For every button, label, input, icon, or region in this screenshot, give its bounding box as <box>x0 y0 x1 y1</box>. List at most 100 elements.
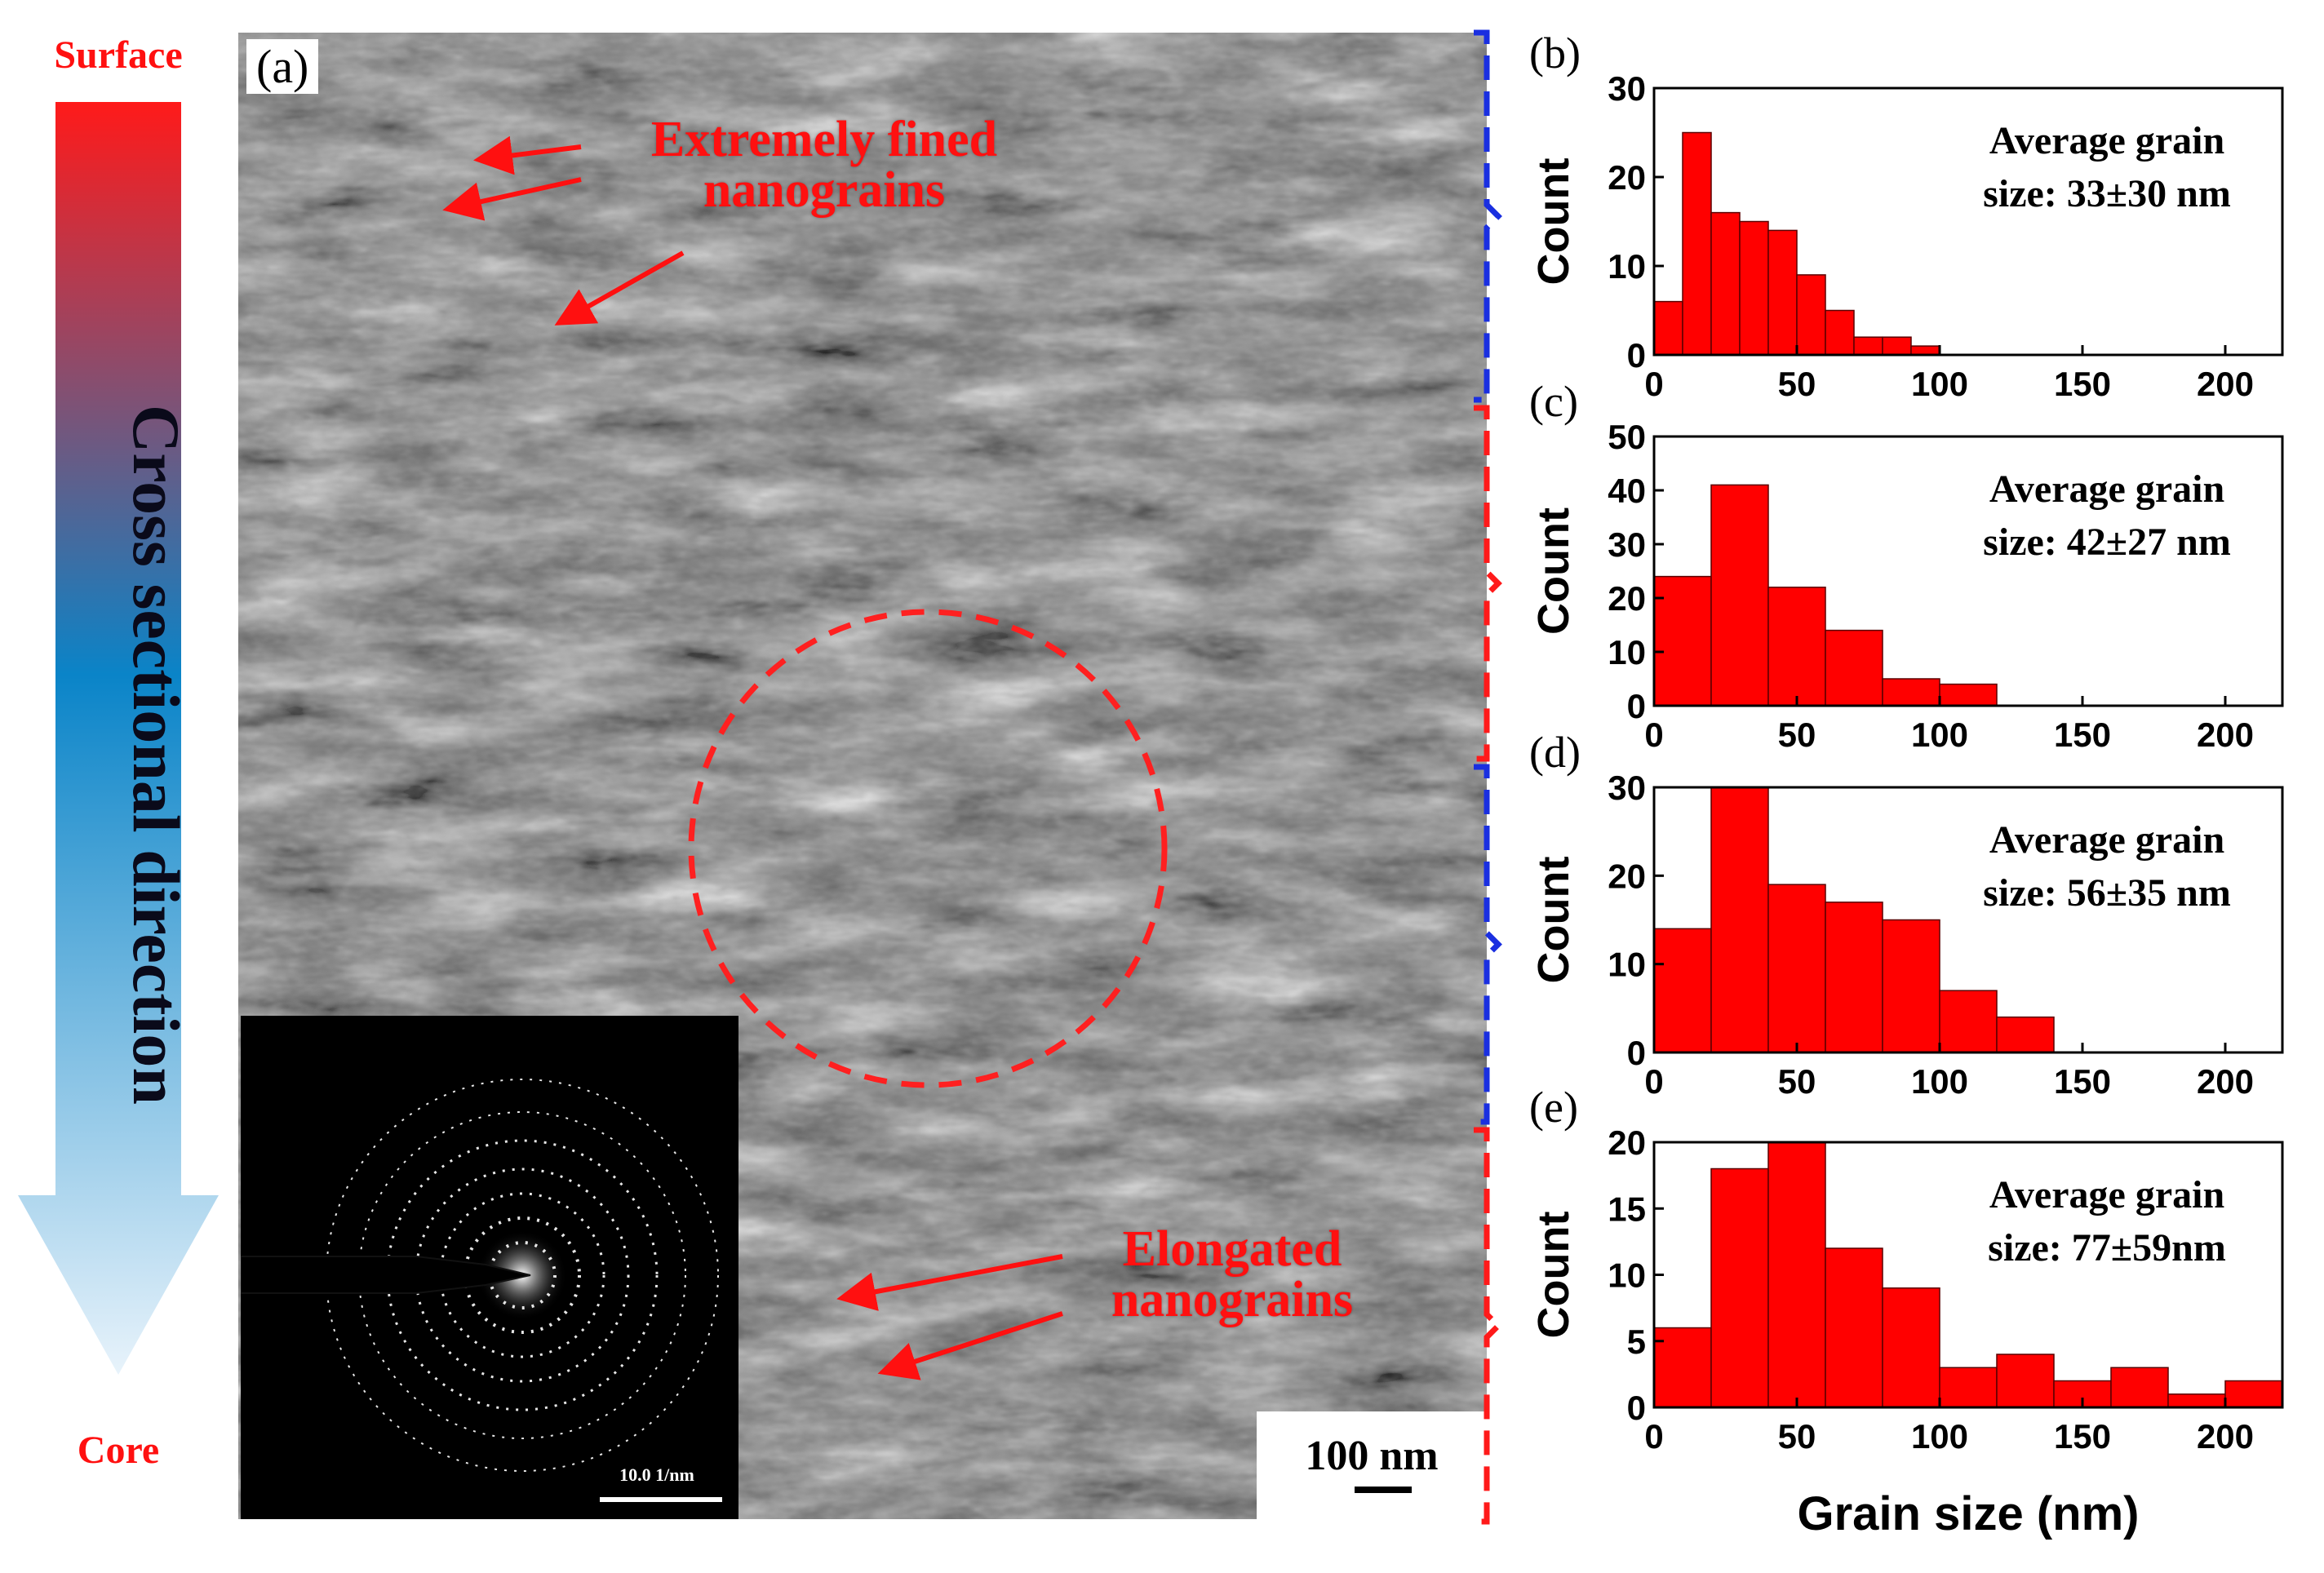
x-axis-label: Grain size (nm) <box>1798 1487 2140 1540</box>
y-tick-label: 0 <box>1627 1034 1646 1072</box>
annotation-elongated-nanograins: Elongated nanograins <box>1111 1221 1354 1327</box>
y-tick-label: 20 <box>1608 158 1646 197</box>
histogram-0: 0 10 20 30 0 50 100 150 200 Count (b) Average grain… <box>1529 29 2284 403</box>
histogram-bar <box>1767 1141 1826 1408</box>
y-tick-label: 30 <box>1608 525 1646 564</box>
average-grain-annotation-line2: size: 42±27 nm <box>1983 521 2231 564</box>
histogram-bar <box>1882 336 1912 356</box>
x-tick-label: 50 <box>1778 1062 1816 1101</box>
histogram-bar <box>1910 345 1940 356</box>
y-tick-label: 5 <box>1627 1323 1646 1361</box>
y-tick-label: 30 <box>1608 69 1646 108</box>
histogram-bar <box>1739 220 1769 356</box>
x-tick-label: 0 <box>1644 365 1663 403</box>
x-tick-label: 0 <box>1644 716 1663 754</box>
histogram-bar <box>1767 587 1826 707</box>
histogram-bar <box>1882 678 1940 707</box>
histogram-bar <box>1653 928 1712 1053</box>
average-grain-annotation-line1: Average grain <box>1989 119 2224 162</box>
histogram-bar <box>2224 1380 2283 1408</box>
histogram-bar <box>1796 274 1826 356</box>
depth-bracket <box>1474 405 1502 762</box>
histogram-bar <box>1825 902 1883 1053</box>
saed-scale-bar <box>600 1497 722 1502</box>
depth-brackets <box>1474 29 1502 1525</box>
y-tick-label: 10 <box>1608 247 1646 286</box>
scale-bar-box <box>1257 1411 1487 1519</box>
x-tick-label: 50 <box>1778 1417 1816 1456</box>
histogram-1: 0 10 20 30 40 50 0 50 100 150 200 Count (c) Average g… <box>1529 377 2284 754</box>
y-tick-label: 30 <box>1608 769 1646 807</box>
x-tick-label: 50 <box>1778 365 1816 403</box>
y-tick-label: 10 <box>1608 633 1646 671</box>
y-tick-label: 20 <box>1608 579 1646 618</box>
x-tick-label: 100 <box>1911 365 1968 403</box>
region-circle <box>688 609 1168 1088</box>
y-tick-label: 15 <box>1608 1190 1646 1228</box>
histogram-bar <box>1853 336 1883 356</box>
core-label: Core <box>77 1429 160 1472</box>
average-grain-annotation-line1: Average grain <box>1989 1173 2224 1216</box>
y-tick-label: 0 <box>1627 336 1646 374</box>
histogram-bar <box>1767 884 1826 1053</box>
y-tick-label: 20 <box>1608 1123 1646 1162</box>
y-axis-label: Count <box>1529 1212 1578 1339</box>
average-grain-annotation-line2: size: 33±30 nm <box>1983 172 2231 215</box>
histogram-bar <box>1825 629 1883 707</box>
average-grain-annotation-line2: size: 77±59nm <box>1988 1226 2226 1269</box>
y-tick-label: 0 <box>1627 687 1646 725</box>
x-tick-label: 150 <box>2054 365 2111 403</box>
histogram-bar <box>1710 1168 1769 1408</box>
x-tick-label: 200 <box>2197 1062 2254 1101</box>
y-tick-label: 50 <box>1608 418 1646 456</box>
panel-label: (d) <box>1529 728 1581 777</box>
y-axis-label: Count <box>1529 857 1578 984</box>
direction-label: Cross sectional direction <box>119 405 193 1105</box>
histogram-bar <box>1882 919 1940 1053</box>
x-tick-label: 100 <box>1911 1062 1968 1101</box>
y-tick-label: 10 <box>1608 946 1646 984</box>
average-grain-annotation-line1: Average grain <box>1989 818 2224 862</box>
saed-scale-label: 10.0 1/nm <box>619 1464 694 1485</box>
x-tick-label: 100 <box>1911 1417 1968 1456</box>
x-tick-label: 200 <box>2197 365 2254 403</box>
depth-bracket <box>1474 1127 1502 1525</box>
histogram-bar <box>1939 683 1998 707</box>
saed-pattern-inset <box>241 1016 738 1519</box>
y-axis-label: Count <box>1529 158 1578 286</box>
histogram-bar <box>1996 1354 2055 1408</box>
average-grain-annotation-line1: Average grain <box>1989 467 2224 511</box>
scale-bar-label: 100 nm <box>1305 1433 1439 1479</box>
x-tick-label: 50 <box>1778 716 1816 754</box>
x-tick-label: 100 <box>1911 716 1968 754</box>
histogram-bar <box>1825 309 1855 356</box>
x-tick-label: 200 <box>2197 716 2254 754</box>
depth-bracket <box>1474 29 1502 403</box>
histogram-bar <box>1996 1016 2055 1053</box>
gradient-arrow-icon <box>18 102 219 1375</box>
plot-frame <box>1652 786 2284 1054</box>
histogram-bar <box>2110 1367 2169 1408</box>
x-tick-label: 150 <box>2054 1417 2111 1456</box>
panel-label: (c) <box>1529 377 1578 426</box>
histogram-bar <box>2167 1394 2226 1408</box>
histogram-bar <box>1939 1367 1998 1408</box>
surface-label: Surface <box>54 33 183 77</box>
histogram-bar <box>1710 484 1769 707</box>
x-tick-label: 150 <box>2054 716 2111 754</box>
y-axis-label: Count <box>1529 507 1578 635</box>
y-tick-label: 20 <box>1608 857 1646 895</box>
y-tick-label: 40 <box>1608 472 1646 510</box>
histogram-2: 0 10 20 30 0 50 100 150 200 Count (d) Average grain… <box>1529 728 2284 1101</box>
histogram-bar <box>1882 1287 1940 1408</box>
x-tick-label: 0 <box>1644 1417 1663 1456</box>
y-tick-label: 0 <box>1627 1389 1646 1427</box>
x-tick-label: 150 <box>2054 1062 2111 1101</box>
panel-label: (b) <box>1529 29 1581 78</box>
histogram-bar <box>1939 990 1998 1053</box>
histogram-bar <box>1682 131 1712 356</box>
annotation-fine-nanograins: Extremely fined nanograins <box>650 112 998 218</box>
x-tick-label: 0 <box>1644 1062 1663 1101</box>
